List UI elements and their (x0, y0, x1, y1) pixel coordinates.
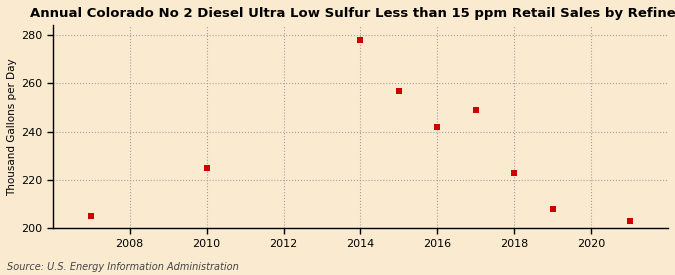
Point (394, 88, 404, 93)
Y-axis label: Thousand Gallons per Day: Thousand Gallons per Day (7, 58, 17, 196)
Point (355, 38, 366, 42)
Point (624, 219, 635, 223)
Point (509, 170, 520, 175)
Text: Source: U.S. Energy Information Administration: Source: U.S. Energy Information Administ… (7, 262, 238, 272)
Point (432, 125, 443, 129)
Point (86, 214, 97, 219)
Point (470, 108, 481, 112)
Title: Annual Colorado No 2 Diesel Ultra Low Sulfur Less than 15 ppm Retail Sales by Re: Annual Colorado No 2 Diesel Ultra Low Su… (30, 7, 675, 20)
Point (201, 166, 212, 170)
Point (547, 207, 558, 211)
